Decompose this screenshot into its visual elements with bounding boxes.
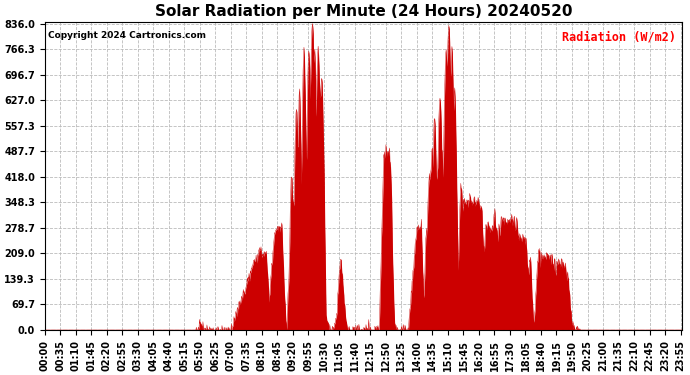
Title: Solar Radiation per Minute (24 Hours) 20240520: Solar Radiation per Minute (24 Hours) 20… [155,4,572,19]
Text: Copyright 2024 Cartronics.com: Copyright 2024 Cartronics.com [48,31,206,40]
Text: Radiation (W/m2): Radiation (W/m2) [562,31,676,44]
